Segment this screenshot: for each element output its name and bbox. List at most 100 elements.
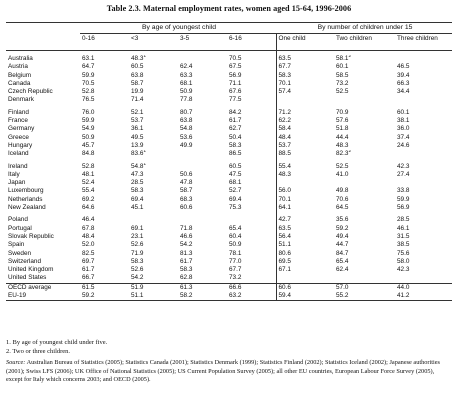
value-cell <box>178 55 227 63</box>
value-text: 60.4 <box>229 232 242 240</box>
value-text: 60.6 <box>180 204 193 212</box>
value-cell: 64.1 <box>276 204 334 212</box>
value-cell: 51.9 <box>129 282 178 293</box>
value-cell: 62.4 <box>178 63 227 71</box>
value-cell <box>395 55 452 63</box>
employment-table: By age of youngest child By number of ch… <box>6 22 452 302</box>
value-cell: 58.3 <box>178 266 227 274</box>
value-cell: 67.8 <box>80 225 129 233</box>
country-cell: Belgium <box>8 71 32 79</box>
value-cell: 78.1 <box>227 249 277 258</box>
value-cell: 69.2 <box>80 196 129 204</box>
value-cell: 64.5 <box>334 204 395 212</box>
value-cell: 37.4 <box>395 134 452 142</box>
value-text: 71.2 <box>278 108 291 116</box>
value-cell: 27.4 <box>395 171 452 179</box>
value-text: 62.2 <box>278 117 291 125</box>
value-text: 53.6 <box>180 133 193 141</box>
value-cell: 46.6 <box>178 233 227 241</box>
value-text: 58.3 <box>278 71 291 79</box>
table-row: Slovak Republic 48.4 23.1 46.6 60.4 56.4 49.4 3… <box>6 232 452 242</box>
value-cell: 28.5 <box>395 216 452 224</box>
value-text: 60.5 <box>229 162 242 170</box>
value-text: 77.5 <box>229 96 242 104</box>
value-text: 41.0 <box>336 170 349 178</box>
value-text: 59.2 <box>82 292 95 300</box>
table-row: United States 66.7 54.2 62.8 73.2 <box>6 274 452 284</box>
value-cell: 73.2 <box>227 274 277 284</box>
value-text: 13.9 <box>131 141 144 149</box>
value-cell: 47.3 <box>129 171 178 179</box>
value-cell: 38.1 <box>395 117 452 125</box>
value-text: 38.5 <box>397 241 410 249</box>
footnote-marker: 2 <box>348 55 351 58</box>
value-text: 28.5 <box>397 216 410 224</box>
value-cell: 66.7 <box>80 274 129 283</box>
value-cell: 82.32 <box>334 150 395 158</box>
value-text: 52.1 <box>131 108 144 116</box>
value-cell: 23.1 <box>129 233 178 241</box>
value-cell: 62.4 <box>334 266 395 274</box>
value-text: 50.9 <box>82 133 95 141</box>
country-cell: Finland <box>8 108 29 116</box>
value-cell: 84.2 <box>227 108 277 118</box>
value-cell: 88.5 <box>276 150 334 158</box>
value-cell: 59.9 <box>80 72 129 80</box>
country-cell: Germany <box>8 125 35 133</box>
country-cell: Denmark <box>8 96 34 104</box>
table-row: Sweden 82.5 71.9 81.3 78.1 80.6 84.7 75.6 <box>6 249 452 258</box>
value-text: 52.5 <box>336 162 349 170</box>
summary-row: OECD average 61.5 51.9 61.3 66.6 60.6 57.0 44.0 <box>6 282 452 293</box>
value-cell: 19.9 <box>129 88 178 96</box>
value-cell: 54.2 <box>129 274 178 283</box>
value-text: 31.5 <box>397 232 410 240</box>
value-text: 48.4 <box>278 133 291 141</box>
value-cell: 58.5 <box>334 72 395 80</box>
value-text: 50.9 <box>229 241 242 249</box>
value-cell: 70.9 <box>334 109 395 117</box>
value-text: 59.9 <box>397 195 410 203</box>
value-cell: 68.1 <box>178 80 227 88</box>
value-text: 46.1 <box>397 224 410 232</box>
country-cell: Iceland <box>8 150 29 158</box>
value-cell: 49.5 <box>129 134 178 142</box>
spacer-cell <box>227 104 277 109</box>
value-cell: 67.7 <box>276 63 334 71</box>
country-cell: OECD average <box>6 282 80 293</box>
value-cell <box>276 179 334 187</box>
value-text: 64.7 <box>82 63 95 71</box>
value-cell <box>178 163 227 171</box>
country-cell: Switzerland <box>8 257 42 265</box>
value-cell: 65.4 <box>227 224 277 233</box>
value-text: 71.1 <box>229 79 242 87</box>
value-cell: 52.5 <box>334 163 395 171</box>
spacer-cell <box>227 50 277 55</box>
spacer-cell <box>227 158 277 163</box>
value-text: 54.8 <box>131 162 144 170</box>
table-title: Table 2.3. Maternal employment rates, wo… <box>106 4 352 13</box>
value-cell: 55.4 <box>276 163 334 171</box>
value-cell <box>178 150 227 158</box>
value-cell: 60.5 <box>129 63 178 71</box>
value-cell: 55.4 <box>80 187 129 195</box>
group-header-age: By age of youngest child <box>80 22 276 34</box>
value-cell: 71.9 <box>129 250 178 258</box>
value-text: 42.3 <box>397 162 410 170</box>
value-cell: 58.7 <box>178 187 227 195</box>
value-text: 59.9 <box>82 117 95 125</box>
summary-row: EU-19 59.2 51.1 58.2 63.2 59.4 55.2 41.2 <box>6 292 452 302</box>
value-cell: 62.8 <box>178 274 227 283</box>
value-cell: 53.7 <box>276 142 334 150</box>
country-cell: Greece <box>8 133 29 141</box>
value-text: 36.0 <box>397 125 410 133</box>
value-text: 57.6 <box>336 117 349 125</box>
value-text: 84.8 <box>82 150 95 158</box>
footnote-marker: 1 <box>143 162 146 166</box>
table-row: Canada 70.5 58.7 68.1 71.1 70.1 73.2 66.3 <box>6 79 452 89</box>
value-text: 69.1 <box>131 224 144 232</box>
table-body: Australia 63.1 48.31 70.5 63.5 58.12 Austria 64… <box>6 50 452 302</box>
value-cell: 58.3 <box>227 141 277 151</box>
value-cell: 57.4 <box>276 88 334 96</box>
value-cell: 41.2 <box>395 292 452 302</box>
value-text: 66.3 <box>397 79 410 87</box>
